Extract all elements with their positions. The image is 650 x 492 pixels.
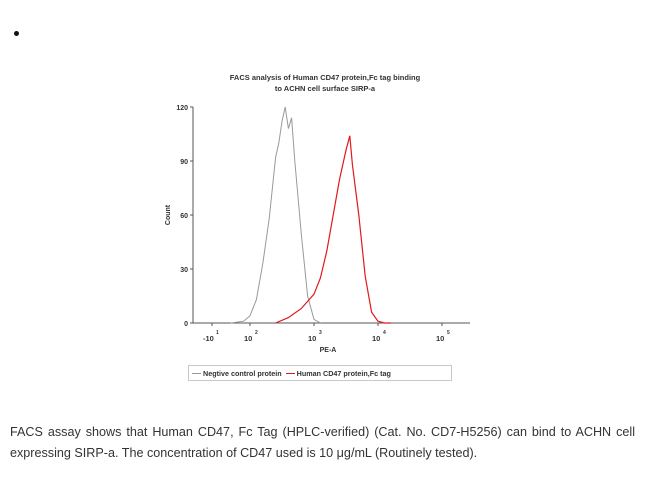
series-negative-control — [230, 106, 321, 324]
svg-text:1: 1 — [216, 330, 219, 336]
figure-caption: FACS assay shows that Human CD47, Fc Tag… — [10, 425, 635, 460]
y-tick-90: 90 — [180, 159, 188, 166]
x-tick-10-3: 10 — [308, 334, 316, 343]
legend-swatch-grey — [192, 372, 201, 374]
y-ticks: 0 30 60 90 120 — [176, 105, 193, 328]
y-tick-60: 60 — [180, 213, 188, 220]
svg-text:3: 3 — [319, 330, 322, 336]
x-tick-labels: -10 1 10 2 10 3 10 4 10 5 — [203, 330, 450, 343]
bullet-point — [14, 31, 19, 36]
svg-text:4: 4 — [383, 330, 386, 336]
y-tick-30: 30 — [180, 267, 188, 274]
chart-title-line-1: FACS analysis of Human CD47 protein,Fc t… — [229, 73, 421, 82]
svg-text:5: 5 — [447, 330, 450, 336]
legend-item-negative-control: Negtive control protein — [192, 369, 282, 378]
histogram-plot: 0 30 60 90 120 Count -10 1 10 2 10 3 10 … — [165, 105, 470, 354]
x-tick-10-2: 10 — [244, 334, 252, 343]
legend-item-human-cd47: Human CD47 protein,Fc tag — [285, 369, 391, 378]
y-axis-label: Count — [165, 204, 172, 225]
x-tick-10-5: 10 — [436, 334, 444, 343]
x-ticks — [211, 323, 443, 326]
legend-swatch-red — [285, 372, 295, 374]
y-tick-120: 120 — [176, 105, 188, 112]
y-tick-0: 0 — [184, 321, 188, 328]
x-axis-label: PE-A — [320, 347, 337, 354]
svg-text:2: 2 — [255, 330, 258, 336]
series-human-cd47 — [275, 135, 391, 324]
x-tick-neg10-1: -10 — [203, 334, 214, 343]
chart-legend: Negtive control protein Human CD47 prote… — [188, 365, 452, 381]
chart-title-line-2: to ACHN cell surface SIRP-a — [274, 84, 376, 93]
x-tick-10-4: 10 — [372, 334, 380, 343]
chart-title: FACS analysis of Human CD47 protein,Fc t… — [150, 72, 500, 94]
